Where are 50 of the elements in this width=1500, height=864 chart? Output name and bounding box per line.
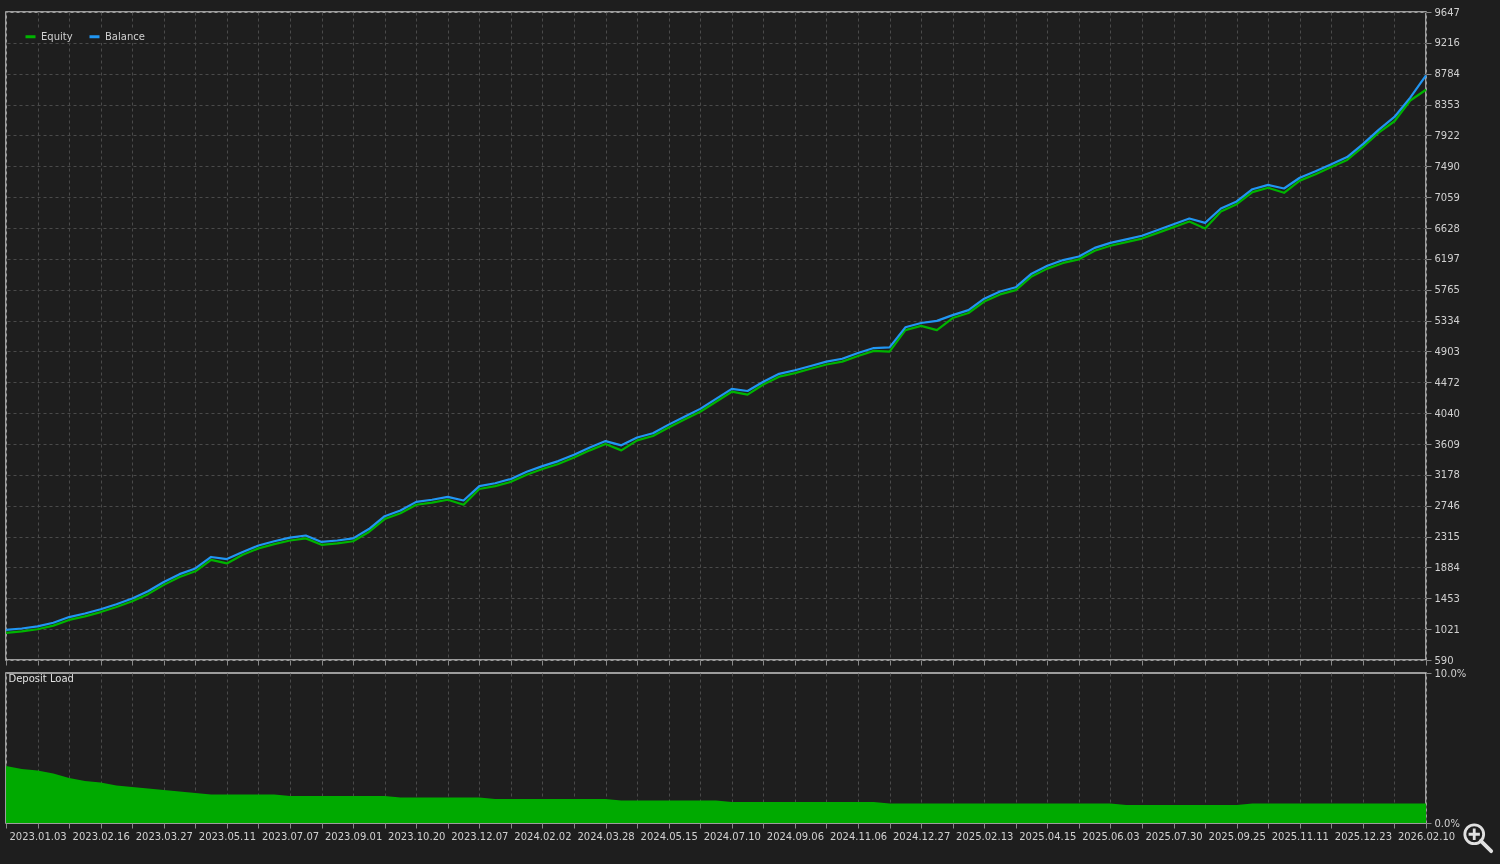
- y-tick-label: 6197: [1434, 253, 1460, 265]
- x-tick-label: 2023.03.27: [135, 830, 193, 842]
- y-tick-label: 7059: [1434, 191, 1460, 203]
- y-tick-label: 3609: [1434, 438, 1460, 450]
- x-tick-label: 2024.05.15: [640, 830, 698, 842]
- y-tick-label: 5765: [1434, 284, 1460, 296]
- y-tick-label: 5334: [1434, 315, 1460, 327]
- x-tick-label: 2025.06.03: [1082, 830, 1140, 842]
- x-tick-label: 2025.12.23: [1334, 830, 1393, 842]
- y-tick-label: 4903: [1434, 345, 1460, 357]
- x-tick-label: 2024.07.10: [703, 830, 761, 842]
- x-tick-label: 2023.05.11: [198, 830, 257, 842]
- x-tick-label: 2025.11.11: [1271, 830, 1329, 842]
- y-tick-label: 1021: [1434, 623, 1460, 635]
- y-tick-label: 0.0%: [1434, 817, 1460, 829]
- x-tick-label: 2023.02.16: [72, 830, 130, 842]
- y-tick-label: 4472: [1434, 376, 1460, 388]
- x-tick-label: 2025.07.30: [1145, 830, 1203, 842]
- x-tick-label: 2024.03.28: [577, 830, 635, 842]
- y-tick-label: 6628: [1434, 222, 1460, 234]
- x-tick-label: 2024.09.06: [766, 830, 825, 842]
- x-tick-label: 2023.01.03: [9, 830, 67, 842]
- y-tick-label: 8353: [1434, 99, 1460, 111]
- x-tick-label: 2025.02.13: [956, 830, 1014, 842]
- x-tick-label: 2023.12.07: [451, 830, 509, 842]
- legend-label: Equity: [41, 30, 73, 42]
- x-tick-label: 2025.04.15: [1019, 830, 1077, 842]
- y-tick-label: 1884: [1434, 561, 1460, 573]
- y-tick-label: 7922: [1434, 129, 1460, 141]
- y-tick-label: 1453: [1434, 592, 1460, 604]
- y-tick-label: 4040: [1434, 407, 1460, 419]
- x-tick-label: 2023.07.07: [261, 830, 320, 842]
- y-tick-label: 10.0%: [1434, 667, 1467, 679]
- x-tick-label: 2023.10.20: [388, 830, 446, 842]
- x-tick-label: 2024.11.06: [829, 830, 888, 842]
- y-tick-label: 590: [1434, 654, 1454, 666]
- y-tick-label: 2746: [1434, 500, 1460, 512]
- x-tick-label: 2023.09.01: [324, 830, 383, 842]
- x-tick-label: 2024.02.02: [514, 830, 572, 842]
- legend-label: Balance: [105, 30, 145, 42]
- chart-title: Deposit Load: [8, 673, 74, 684]
- y-tick-label: 8784: [1434, 68, 1460, 80]
- y-tick-label: 3178: [1434, 469, 1460, 481]
- y-tick-label: 7490: [1434, 160, 1460, 172]
- y-tick-label: 9216: [1434, 37, 1460, 49]
- x-tick-label: 2024.12.27: [892, 830, 951, 842]
- y-tick-label: 9647: [1434, 6, 1460, 18]
- y-tick-label: 2315: [1434, 531, 1460, 543]
- x-tick-label: 2026.02.10: [1397, 830, 1456, 842]
- x-tick-label: 2025.09.25: [1208, 830, 1266, 842]
